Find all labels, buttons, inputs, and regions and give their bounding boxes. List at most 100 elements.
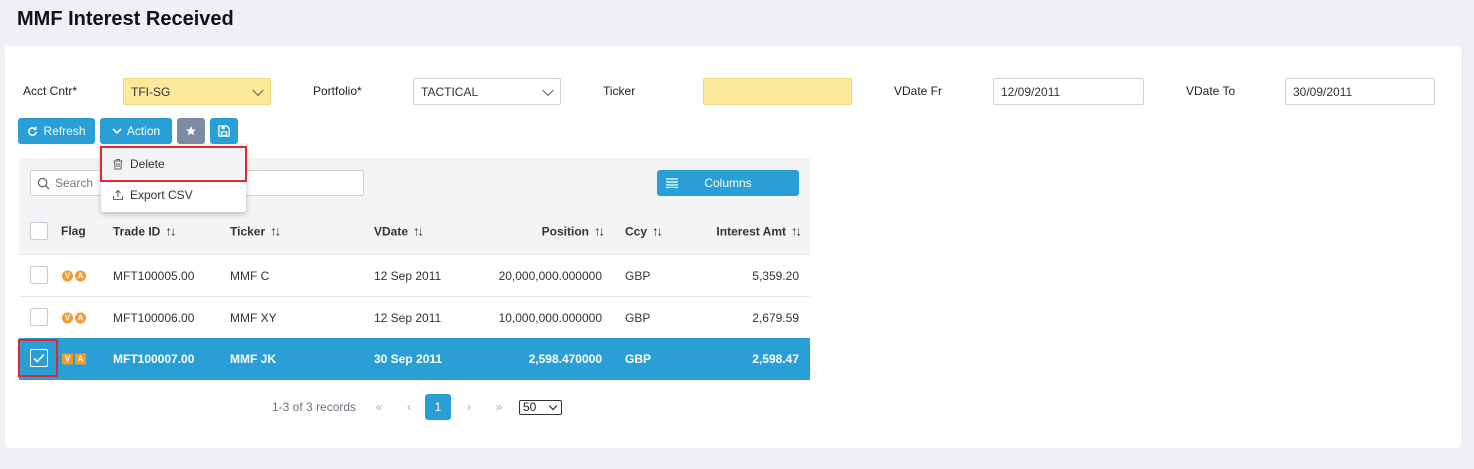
action-button[interactable]: Action bbox=[100, 118, 172, 144]
action-menu: Delete Export CSV bbox=[101, 146, 246, 212]
menu-item-export-csv[interactable]: Export CSV bbox=[101, 179, 246, 210]
col-ticker-label: Ticker bbox=[230, 224, 266, 238]
flag-v-icon: V bbox=[62, 312, 73, 323]
ticker-label: Ticker bbox=[603, 84, 636, 98]
chevron-down-icon bbox=[252, 84, 264, 96]
col-trade-id-label: Trade ID bbox=[113, 224, 161, 238]
col-header-ccy[interactable]: Ccy ↑↓ bbox=[625, 223, 663, 239]
row-checkbox-checked[interactable] bbox=[30, 349, 48, 367]
cell-trade-id: MFT100006.00 bbox=[113, 310, 195, 325]
chevron-down-icon bbox=[542, 84, 554, 96]
list-icon bbox=[666, 178, 678, 188]
cell-ccy: GBP bbox=[625, 268, 651, 283]
columns-button[interactable]: Columns bbox=[657, 170, 799, 196]
select-all-checkbox[interactable] bbox=[30, 222, 48, 240]
cell-interest-amt: 2,598.47 bbox=[752, 352, 799, 366]
cell-ticker: MMF JK bbox=[230, 352, 276, 366]
refresh-label: Refresh bbox=[43, 124, 86, 138]
first-page-button[interactable]: « bbox=[375, 400, 383, 414]
table-row[interactable]: V A MFT100005.00 MMF C 12 Sep 2011 20,00… bbox=[19, 254, 810, 296]
cell-trade-id: MFT100005.00 bbox=[113, 268, 195, 283]
table-row-selected[interactable]: V A MFT100007.00 MMF JK 30 Sep 2011 2,59… bbox=[19, 338, 810, 380]
col-ccy-label: Ccy bbox=[625, 224, 648, 238]
cell-position: 2,598.470000 bbox=[528, 352, 602, 366]
vdate-to-value: 30/09/2011 bbox=[1293, 84, 1353, 99]
menu-item-delete[interactable]: Delete bbox=[101, 148, 246, 179]
col-vdate-label: VDate bbox=[374, 224, 409, 238]
table-row[interactable]: V A MFT100006.00 MMF XY 12 Sep 2011 10,0… bbox=[19, 296, 810, 338]
col-header-ticker[interactable]: Ticker ↑↓ bbox=[230, 224, 281, 239]
sort-icon: ↑↓ bbox=[165, 223, 176, 239]
cell-trade-id: MFT100007.00 bbox=[113, 352, 195, 366]
menu-item-export-label: Export CSV bbox=[130, 187, 193, 202]
portfolio-label: Portfolio* bbox=[313, 84, 362, 98]
records-count: 1-3 of 3 records bbox=[272, 400, 357, 414]
row-checkbox[interactable] bbox=[30, 266, 48, 284]
cell-position: 10,000,000.000000 bbox=[498, 310, 602, 325]
save-button[interactable] bbox=[210, 118, 238, 144]
col-flag-label: Flag bbox=[61, 224, 86, 238]
trash-icon bbox=[113, 158, 123, 170]
portfolio-select[interactable]: TACTICAL bbox=[413, 78, 561, 105]
cell-vdate: 12 Sep 2011 bbox=[374, 310, 442, 325]
row-checkbox[interactable] bbox=[30, 308, 48, 326]
cell-ticker: MMF C bbox=[230, 268, 270, 283]
search-placeholder: Search bbox=[55, 176, 94, 190]
last-page-button[interactable]: » bbox=[495, 400, 503, 414]
ticker-input[interactable] bbox=[703, 78, 852, 105]
col-interest-amt-label: Interest Amt bbox=[716, 224, 786, 238]
col-position-label: Position bbox=[541, 224, 589, 238]
vdate-to-input[interactable]: 30/09/2011 bbox=[1285, 78, 1435, 105]
page-size-select[interactable]: 50 bbox=[519, 400, 562, 415]
flag-a-icon: A bbox=[75, 312, 86, 323]
cell-ccy: GBP bbox=[625, 352, 652, 366]
portfolio-value: TACTICAL bbox=[421, 84, 479, 99]
chevron-down-icon bbox=[112, 128, 122, 135]
col-header-position[interactable]: Position ↑↓ bbox=[541, 223, 605, 239]
sort-icon: ↑↓ bbox=[791, 223, 802, 239]
search-icon bbox=[37, 177, 50, 190]
acct-cntr-label: Acct Cntr* bbox=[23, 84, 78, 98]
highlight-box-checkbox bbox=[18, 339, 58, 377]
col-header-interest-amt[interactable]: Interest Amt ↑↓ bbox=[716, 223, 802, 239]
flag-v-icon: V bbox=[62, 353, 73, 365]
cell-ticker: MMF XY bbox=[230, 310, 277, 325]
vdate-to-label: VDate To bbox=[1186, 84, 1236, 98]
checkmark-icon bbox=[33, 353, 45, 363]
action-label: Action bbox=[126, 124, 161, 138]
refresh-button[interactable]: Refresh bbox=[18, 118, 95, 144]
export-icon bbox=[112, 189, 124, 200]
next-page-button[interactable]: › bbox=[467, 400, 471, 414]
vdate-fr-label: VDate Fr bbox=[894, 84, 943, 98]
col-header-flag: Flag bbox=[61, 224, 86, 238]
refresh-icon bbox=[28, 126, 38, 136]
vdate-fr-input[interactable]: 12/09/2011 bbox=[993, 78, 1144, 105]
flag-v-icon: V bbox=[62, 270, 73, 281]
sort-icon: ↑↓ bbox=[413, 223, 424, 239]
cell-vdate: 30 Sep 2011 bbox=[374, 352, 443, 366]
prev-page-button[interactable]: ‹ bbox=[407, 400, 411, 414]
acct-cntr-select[interactable]: TFI-SG bbox=[123, 78, 271, 105]
col-header-trade-id[interactable]: Trade ID ↑↓ bbox=[113, 223, 176, 239]
save-icon bbox=[218, 125, 230, 137]
row-flags: V A bbox=[62, 270, 86, 281]
cell-interest-amt: 5,359.20 bbox=[752, 268, 799, 283]
col-header-vdate[interactable]: VDate ↑↓ bbox=[374, 223, 424, 239]
star-icon bbox=[186, 126, 196, 136]
flag-a-icon: A bbox=[75, 353, 86, 365]
chevron-down-icon bbox=[548, 401, 558, 411]
cell-vdate: 12 Sep 2011 bbox=[374, 268, 442, 283]
cell-interest-amt: 2,679.59 bbox=[752, 310, 799, 325]
row-flags: V A bbox=[62, 312, 86, 323]
favorite-button[interactable] bbox=[177, 118, 205, 144]
sort-icon: ↑↓ bbox=[594, 223, 605, 239]
page-1-button[interactable]: 1 bbox=[425, 394, 451, 420]
row-flags: V A bbox=[62, 353, 86, 365]
highlight-box-delete bbox=[100, 146, 247, 182]
page-size-value: 50 bbox=[523, 400, 537, 414]
page-title: MMF Interest Received bbox=[17, 8, 234, 30]
acct-cntr-value: TFI-SG bbox=[131, 84, 171, 99]
menu-item-delete-label: Delete bbox=[130, 156, 165, 171]
columns-label: Columns bbox=[704, 176, 752, 190]
sort-icon: ↑↓ bbox=[652, 223, 663, 239]
